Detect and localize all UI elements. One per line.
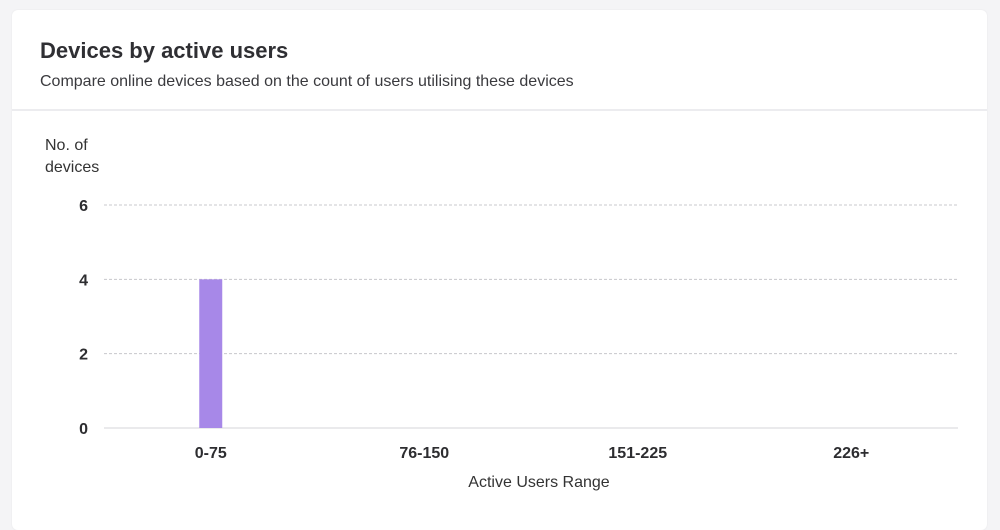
x-tick-label: 0-75	[195, 445, 227, 462]
card-header: Devices by active users Compare online d…	[12, 10, 987, 111]
y-tick-label: 6	[79, 198, 88, 215]
x-tick-label: 226+	[833, 445, 869, 462]
chart-subtitle: Compare online devices based on the coun…	[40, 73, 574, 90]
chart-area: No. of devices 0 2 4 6 0-75 76-150 151-225 226+…	[12, 111, 987, 521]
y-tick-label: 0	[79, 421, 88, 438]
x-axis-label: Active Users Range	[468, 474, 609, 491]
chart-card: Devices by active users Compare online d…	[12, 10, 987, 530]
chart-title: Devices by active users	[40, 38, 289, 63]
y-axis-label: No. of devices	[45, 137, 100, 176]
x-tick-label: 151-225	[608, 445, 667, 462]
x-tick-label: 76-150	[399, 445, 449, 462]
y-tick-label: 4	[79, 272, 88, 289]
bar-chart: 0 2 4 6 0-75 76-150 151-225 226+ Active Users Ra…	[79, 198, 958, 491]
bar-0-75[interactable]	[199, 279, 223, 428]
y-tick-label: 2	[79, 347, 88, 364]
